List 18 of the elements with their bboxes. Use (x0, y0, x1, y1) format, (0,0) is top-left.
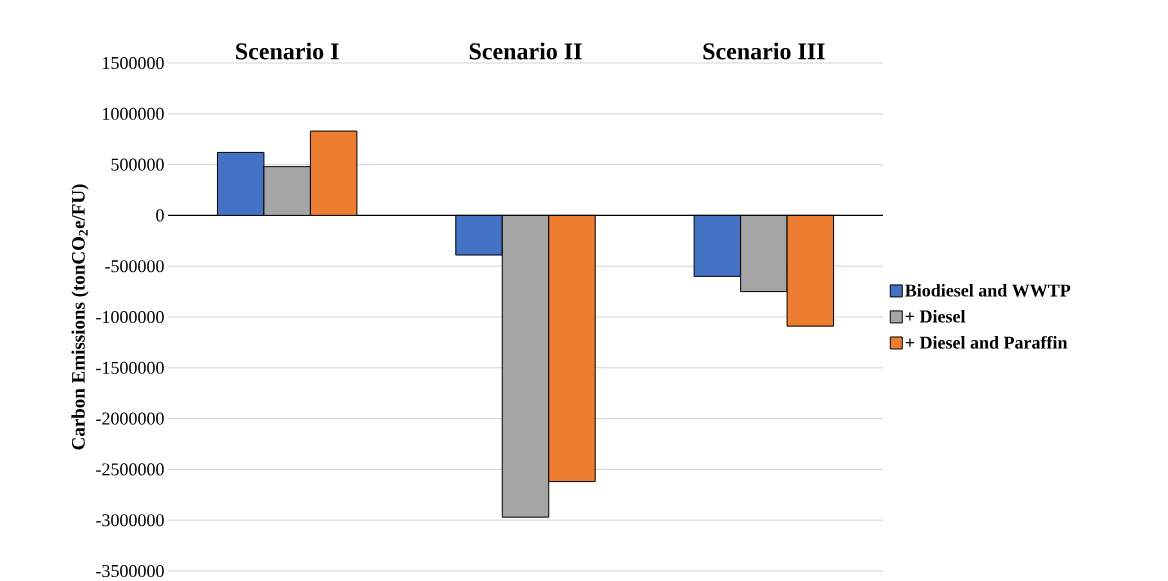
y-tick-label: -2000000 (96, 412, 164, 425)
y-tick-label: -1000000 (96, 310, 164, 324)
legend-label: + Diesel and Paraffin (905, 335, 1068, 349)
y-tick-label: -500000 (105, 260, 164, 273)
legend-label: + Diesel (905, 309, 966, 323)
y-tick-label: -3500000 (96, 564, 164, 578)
y-tick-label: -2500000 (96, 463, 164, 476)
x-tick-label: Scenario III (703, 42, 825, 60)
y-axis-title: Carbon Emissions (tonCO$_{2}$e/FU) (71, 184, 89, 450)
legend-label: Biodiesel and WWTP (905, 283, 1071, 297)
y-tick-label: 500000 (111, 158, 164, 171)
y-tick-label: 1000000 (103, 107, 164, 120)
y-tick-label: -3000000 (96, 514, 164, 527)
y-tick-label: 1500000 (103, 56, 164, 70)
x-tick-label: Scenario I (236, 42, 339, 60)
x-tick-label: Scenario II (469, 42, 582, 60)
y-tick-label: 0 (156, 209, 164, 222)
y-tick-label: -1500000 (96, 361, 164, 374)
